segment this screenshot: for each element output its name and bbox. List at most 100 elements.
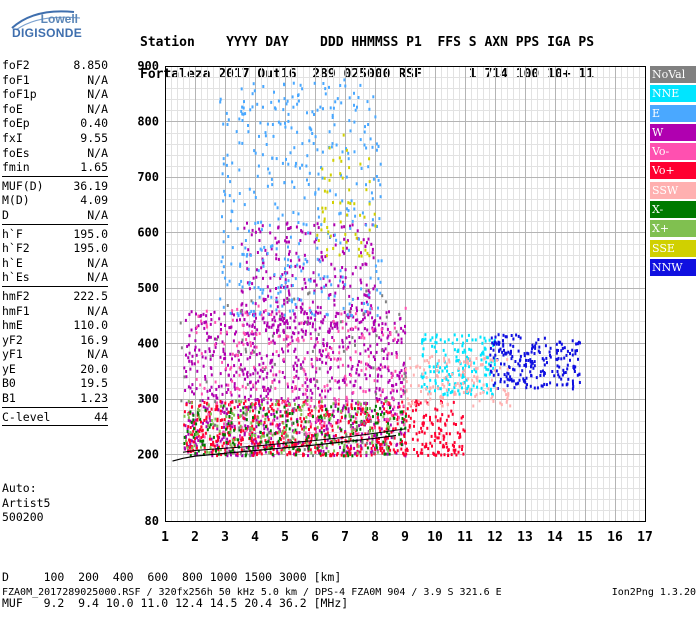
echo-point: [271, 433, 274, 437]
echo-point: [217, 438, 219, 442]
echo-point: [245, 418, 248, 422]
echo-point: [462, 391, 465, 394]
echo-point: [288, 412, 291, 415]
echo-point: [318, 451, 321, 455]
echo-point: [292, 331, 294, 335]
echo-point: [448, 373, 451, 376]
echo-point: [320, 404, 323, 408]
echo-point: [383, 402, 385, 406]
echo-point: [448, 358, 450, 362]
echo-point: [335, 322, 337, 326]
legend-item-nne: NNE: [650, 85, 696, 103]
echo-point: [563, 371, 565, 375]
echo-point: [344, 414, 347, 418]
echo-point: [359, 444, 362, 448]
echo-point: [436, 419, 439, 423]
echo-point: [390, 352, 393, 356]
echo-point: [367, 347, 370, 351]
echo-point: [365, 418, 368, 422]
echo-point: [451, 412, 454, 416]
echo-point: [214, 320, 217, 324]
echo-point: [444, 422, 447, 426]
echo-point: [339, 426, 342, 430]
echo-point: [248, 187, 251, 191]
echo-point: [286, 326, 289, 330]
echo-point: [376, 379, 379, 383]
echo-point: [507, 393, 510, 397]
echo-point: [507, 350, 510, 354]
echo-point: [427, 361, 430, 365]
echo-point: [215, 405, 218, 409]
param-label: h`E: [2, 255, 23, 270]
echo-point: [489, 364, 492, 368]
echo-point: [328, 436, 331, 440]
echo-point: [262, 264, 265, 268]
echo-point: [293, 452, 295, 456]
echo-point: [441, 369, 444, 373]
echo-point: [456, 338, 459, 342]
echo-point: [254, 302, 257, 306]
echo-point: [262, 432, 264, 435]
echo-point: [346, 446, 349, 450]
echo-point: [241, 112, 244, 116]
ionogram-parameters-panel: foF2 8.850 foF1 N/A foF1p N/A foE N/A foEp 0.40 fx…: [2, 58, 108, 428]
echo-point: [228, 449, 231, 453]
echo-point: [241, 414, 244, 418]
echo-point: [192, 440, 195, 444]
echo-point: [354, 343, 356, 347]
echo-point: [448, 383, 451, 386]
echo-point: [339, 84, 342, 87]
echo-point: [305, 223, 308, 227]
echo-point: [183, 414, 186, 418]
echo-point: [368, 418, 371, 422]
echo-point: [351, 219, 354, 223]
echo-point: [502, 388, 505, 392]
echo-point: [222, 347, 225, 351]
echo-point: [355, 428, 358, 432]
echo-point: [359, 266, 362, 270]
echo-point: [402, 410, 405, 414]
echo-point: [431, 336, 434, 340]
echo-point: [342, 246, 345, 250]
echo-point: [392, 448, 395, 452]
echo-point: [310, 396, 313, 400]
echo-point: [258, 134, 260, 138]
echo-point: [493, 340, 496, 344]
legend-item-vo-: Vo-: [650, 143, 696, 161]
echo-point: [328, 421, 331, 425]
echo-point: [201, 429, 203, 433]
echo-point: [238, 373, 241, 377]
echo-point: [267, 407, 270, 411]
echo-point: [320, 430, 323, 434]
echo-point: [263, 388, 265, 392]
echo-point: [427, 403, 430, 406]
echo-point: [308, 171, 311, 175]
echo-point: [341, 199, 344, 203]
echo-point: [266, 446, 268, 450]
echo-point: [348, 309, 351, 313]
echo-point: [461, 444, 464, 448]
echo-point: [468, 389, 471, 393]
echo-point: [503, 348, 505, 352]
echo-point: [305, 415, 308, 419]
echo-point: [331, 428, 334, 432]
echo-point: [278, 430, 281, 434]
echo-point: [214, 380, 217, 384]
echo-point: [229, 352, 232, 356]
echo-point: [468, 357, 471, 361]
echo-point: [291, 95, 294, 99]
echo-point: [296, 448, 299, 452]
echo-point: [188, 334, 191, 338]
echo-point: [461, 344, 464, 348]
echo-point: [231, 425, 234, 429]
echo-point: [363, 327, 366, 331]
echo-point: [474, 338, 477, 342]
echo-point: [562, 368, 565, 372]
echo-point: [302, 266, 305, 270]
echo-point: [319, 444, 322, 448]
echo-point: [352, 415, 355, 419]
echo-point: [222, 122, 225, 126]
echo-point: [359, 454, 362, 458]
echo-point: [316, 257, 319, 261]
echo-point: [186, 427, 189, 431]
